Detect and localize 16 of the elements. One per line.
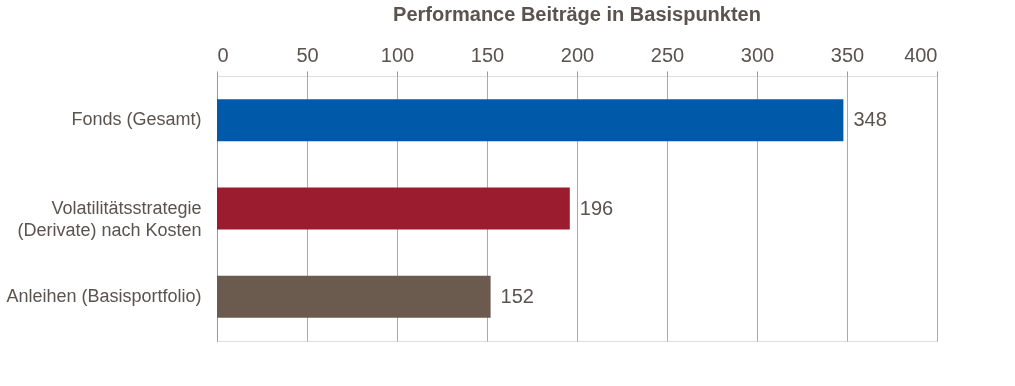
y-tick-label: Anleihen (Basisportfolio) [6, 285, 202, 306]
x-tick-label: 350 [830, 43, 865, 66]
data-label: 152 [500, 284, 534, 307]
y-tick-label: Volatilitätsstrategie (Derivate) nach Kosten [17, 197, 202, 240]
x-tick-label: 0 [217, 43, 229, 66]
x-tick-label: 50 [296, 43, 319, 66]
x-tick-label: 250 [650, 43, 685, 66]
x-tick-label: 150 [470, 43, 505, 66]
x-tick-label: 100 [380, 43, 415, 66]
data-label: 196 [579, 196, 614, 219]
x-tick-label: 400 [904, 43, 938, 66]
x-tick-label: 300 [740, 43, 775, 66]
y-tick-label: Fonds (Gesamt) [71, 109, 202, 130]
x-tick-label: 200 [560, 43, 595, 66]
chart-title: Performance Beiträge in Basispunkten [393, 3, 761, 25]
data-label: 348 [853, 108, 887, 131]
